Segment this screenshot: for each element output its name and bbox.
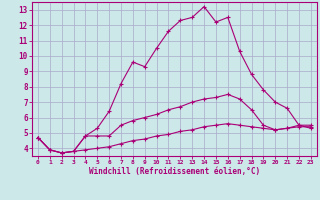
X-axis label: Windchill (Refroidissement éolien,°C): Windchill (Refroidissement éolien,°C)	[89, 167, 260, 176]
